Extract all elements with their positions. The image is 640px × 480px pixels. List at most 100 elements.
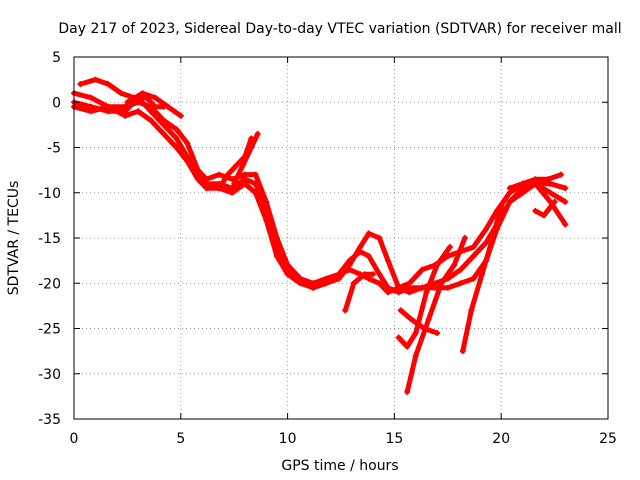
data-point xyxy=(184,158,191,165)
data-point xyxy=(124,99,131,106)
y-tick-label: -10 xyxy=(38,186,61,202)
y-tick-label: -20 xyxy=(38,276,61,292)
data-point xyxy=(395,284,402,291)
data-point xyxy=(412,330,419,337)
y-tick-label: -30 xyxy=(38,367,61,383)
y-tick-label: -25 xyxy=(38,322,61,338)
data-point xyxy=(404,343,411,350)
data-point xyxy=(92,76,99,83)
x-tick-label: 10 xyxy=(279,431,297,447)
data-point xyxy=(434,330,441,337)
data-point xyxy=(470,244,477,251)
data-point xyxy=(252,189,259,196)
data-point xyxy=(459,348,466,355)
data-point xyxy=(423,289,430,296)
data-point xyxy=(470,275,477,282)
data-point xyxy=(547,189,554,196)
data-point xyxy=(406,280,413,287)
data-point xyxy=(122,112,129,119)
data-point xyxy=(532,207,539,214)
data-point xyxy=(457,280,464,287)
data-point xyxy=(229,189,236,196)
data-series xyxy=(71,76,569,395)
data-point xyxy=(147,117,154,124)
data-point xyxy=(117,90,124,97)
data-point xyxy=(395,334,402,341)
data-point xyxy=(160,130,167,137)
data-point xyxy=(365,253,372,260)
data-point xyxy=(342,307,349,314)
data-point xyxy=(376,280,383,287)
y-axis-label: SDTVAR / TECUs xyxy=(6,181,22,296)
data-point xyxy=(408,316,415,323)
data-point xyxy=(350,280,357,287)
data-point xyxy=(177,112,184,119)
data-point xyxy=(397,307,404,314)
data-point xyxy=(173,144,180,151)
data-point xyxy=(384,257,391,264)
data-point xyxy=(431,280,438,287)
series-line-track-2 xyxy=(71,95,568,295)
data-point xyxy=(105,81,112,88)
data-point xyxy=(419,266,426,273)
chart-title: Day 217 of 2023, Sidereal Day-to-day VTE… xyxy=(58,21,621,37)
data-point xyxy=(248,144,255,151)
data-point xyxy=(284,271,291,278)
data-point xyxy=(483,239,490,246)
data-point xyxy=(551,198,558,205)
data-point xyxy=(457,266,464,273)
data-point xyxy=(233,162,240,169)
data-point xyxy=(297,280,304,287)
data-point xyxy=(139,90,146,97)
data-point xyxy=(558,171,565,178)
data-point xyxy=(370,271,377,278)
y-tick-label: -5 xyxy=(47,141,61,157)
series-line-track-12 xyxy=(342,271,376,313)
data-point xyxy=(545,176,552,183)
data-point xyxy=(489,235,496,241)
x-axis-label: GPS time / hours xyxy=(281,458,398,474)
data-point xyxy=(421,325,428,332)
data-point xyxy=(147,108,154,115)
data-point xyxy=(446,244,453,251)
y-tick-label: -35 xyxy=(38,412,61,428)
data-point xyxy=(470,253,477,260)
data-point xyxy=(88,108,95,115)
data-point xyxy=(384,289,391,296)
data-point xyxy=(425,316,432,323)
data-point xyxy=(310,284,317,291)
x-tick-label: 0 xyxy=(70,431,79,447)
data-point xyxy=(241,180,248,187)
data-point xyxy=(376,271,383,278)
data-point xyxy=(173,126,180,133)
data-point xyxy=(194,176,201,183)
data-point xyxy=(562,185,569,192)
axis-ticks: 0 5 10 15 20 25 5 0 -5 -10 -15 -20 -25 -30 -35 xyxy=(38,50,617,447)
data-point xyxy=(434,262,441,269)
data-point xyxy=(77,81,84,88)
data-point xyxy=(562,221,569,228)
series-line-track-8 xyxy=(396,244,453,350)
data-point xyxy=(547,180,554,187)
data-point xyxy=(203,185,210,192)
data-point xyxy=(483,225,490,232)
y-tick-label: 0 xyxy=(52,95,61,111)
data-point xyxy=(152,103,159,110)
data-point xyxy=(438,280,445,287)
data-point xyxy=(164,103,171,110)
x-tick-label: 20 xyxy=(492,431,510,447)
x-tick-label: 25 xyxy=(599,431,617,447)
data-point xyxy=(335,271,342,278)
data-point xyxy=(184,139,191,146)
data-point xyxy=(532,176,539,183)
data-point xyxy=(365,230,372,237)
data-point xyxy=(412,352,419,359)
data-point xyxy=(252,171,259,178)
data-point xyxy=(478,271,485,278)
data-point xyxy=(365,275,372,282)
series-line-track-7 xyxy=(231,131,261,187)
series-line-track-9 xyxy=(404,235,468,395)
data-point xyxy=(461,235,468,241)
data-point xyxy=(562,198,569,205)
